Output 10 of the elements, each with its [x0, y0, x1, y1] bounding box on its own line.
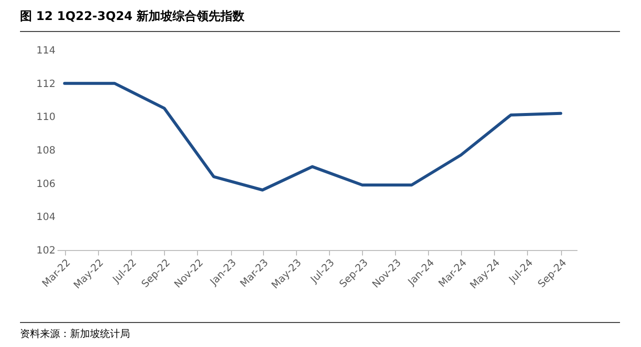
chart-title: 图 12 1Q22-3Q24 新加坡综合领先指数 — [20, 8, 620, 32]
text: 资料来源：新加坡统计局 — [20, 322, 620, 341]
y-tick-label: 104 — [36, 212, 56, 224]
y-tick-label: 110 — [36, 112, 56, 124]
y-tick-label: 106 — [36, 178, 56, 190]
y-tick-label: 102 — [36, 246, 56, 256]
y-tick-label: 112 — [36, 78, 56, 90]
line-series — [63, 82, 562, 192]
y-tick-label: 114 — [36, 46, 56, 56]
y-tick-label: 108 — [36, 146, 56, 156]
